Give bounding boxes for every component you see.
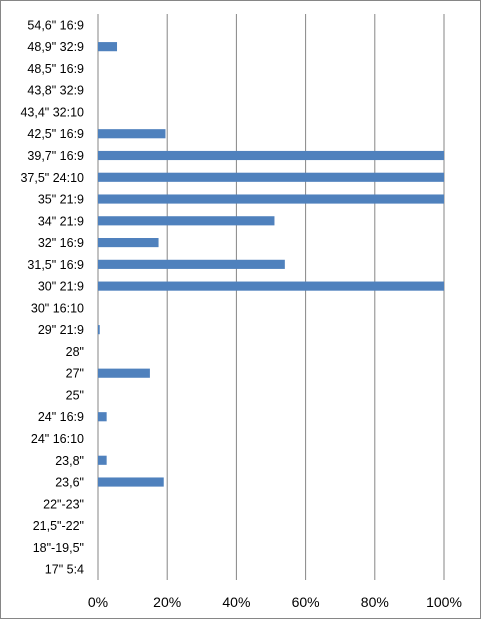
x-tick-label: 100% (426, 594, 462, 610)
category-label: 22"-23" (43, 497, 84, 511)
category-label: 27" (66, 367, 84, 381)
category-label: 35" 21:9 (38, 193, 84, 207)
category-label: 28" (66, 345, 84, 359)
category-label: 32" 16:9 (38, 236, 84, 250)
bar (98, 281, 444, 291)
bar (98, 325, 100, 335)
bar (98, 150, 444, 161)
x-tick-label: 40% (222, 594, 250, 610)
category-label: 48,5" 16:9 (27, 62, 84, 76)
category-label: 43,8" 32:9 (27, 84, 84, 98)
category-labels: 54,6" 16:9 48,9" 32:9 48,5" 16:9 43,8" 32:9… (20, 18, 84, 576)
bar (98, 216, 275, 226)
category-label: 30" 21:9 (38, 280, 84, 294)
category-label: 37,5" 24:10 (20, 171, 84, 185)
category-label: 34" 21:9 (38, 214, 84, 228)
category-label: 23,8" (55, 454, 84, 468)
bar (98, 455, 107, 465)
category-label: 43,4" 32:10 (20, 105, 84, 119)
x-tick-label: 0% (88, 594, 108, 610)
category-label: 17" 5:4 (45, 563, 84, 577)
bar (98, 42, 118, 52)
category-label: 21,5"-22" (33, 519, 84, 533)
category-label: 24" 16:9 (38, 410, 84, 424)
category-label: 23,6" (55, 476, 84, 490)
bar (98, 238, 159, 248)
bar (98, 477, 164, 487)
category-label: 30" 16:10 (31, 301, 84, 315)
bar (98, 412, 107, 422)
category-label: 25" (66, 388, 84, 402)
bar (98, 368, 150, 378)
category-label: 29" 21:9 (38, 323, 84, 337)
bar (98, 194, 444, 204)
category-label: 48,9" 32:9 (27, 40, 84, 54)
bar (98, 172, 444, 182)
category-label: 31,5" 16:9 (27, 258, 84, 272)
bar (98, 129, 166, 139)
category-label: 42,5" 16:9 (27, 127, 84, 141)
bars (98, 42, 444, 487)
category-label: 18"-19,5" (33, 541, 84, 555)
category-label: 39,7" 16:9 (27, 149, 84, 163)
x-tick-label: 20% (153, 594, 181, 610)
x-tick-label: 80% (361, 594, 389, 610)
x-tick-label: 60% (292, 594, 320, 610)
bar (98, 259, 285, 269)
category-label: 24" 16:10 (31, 432, 84, 446)
x-tick-labels: 0% 20% 40% 60% 80% 100% (88, 594, 462, 610)
category-label: 54,6" 16:9 (27, 18, 84, 32)
